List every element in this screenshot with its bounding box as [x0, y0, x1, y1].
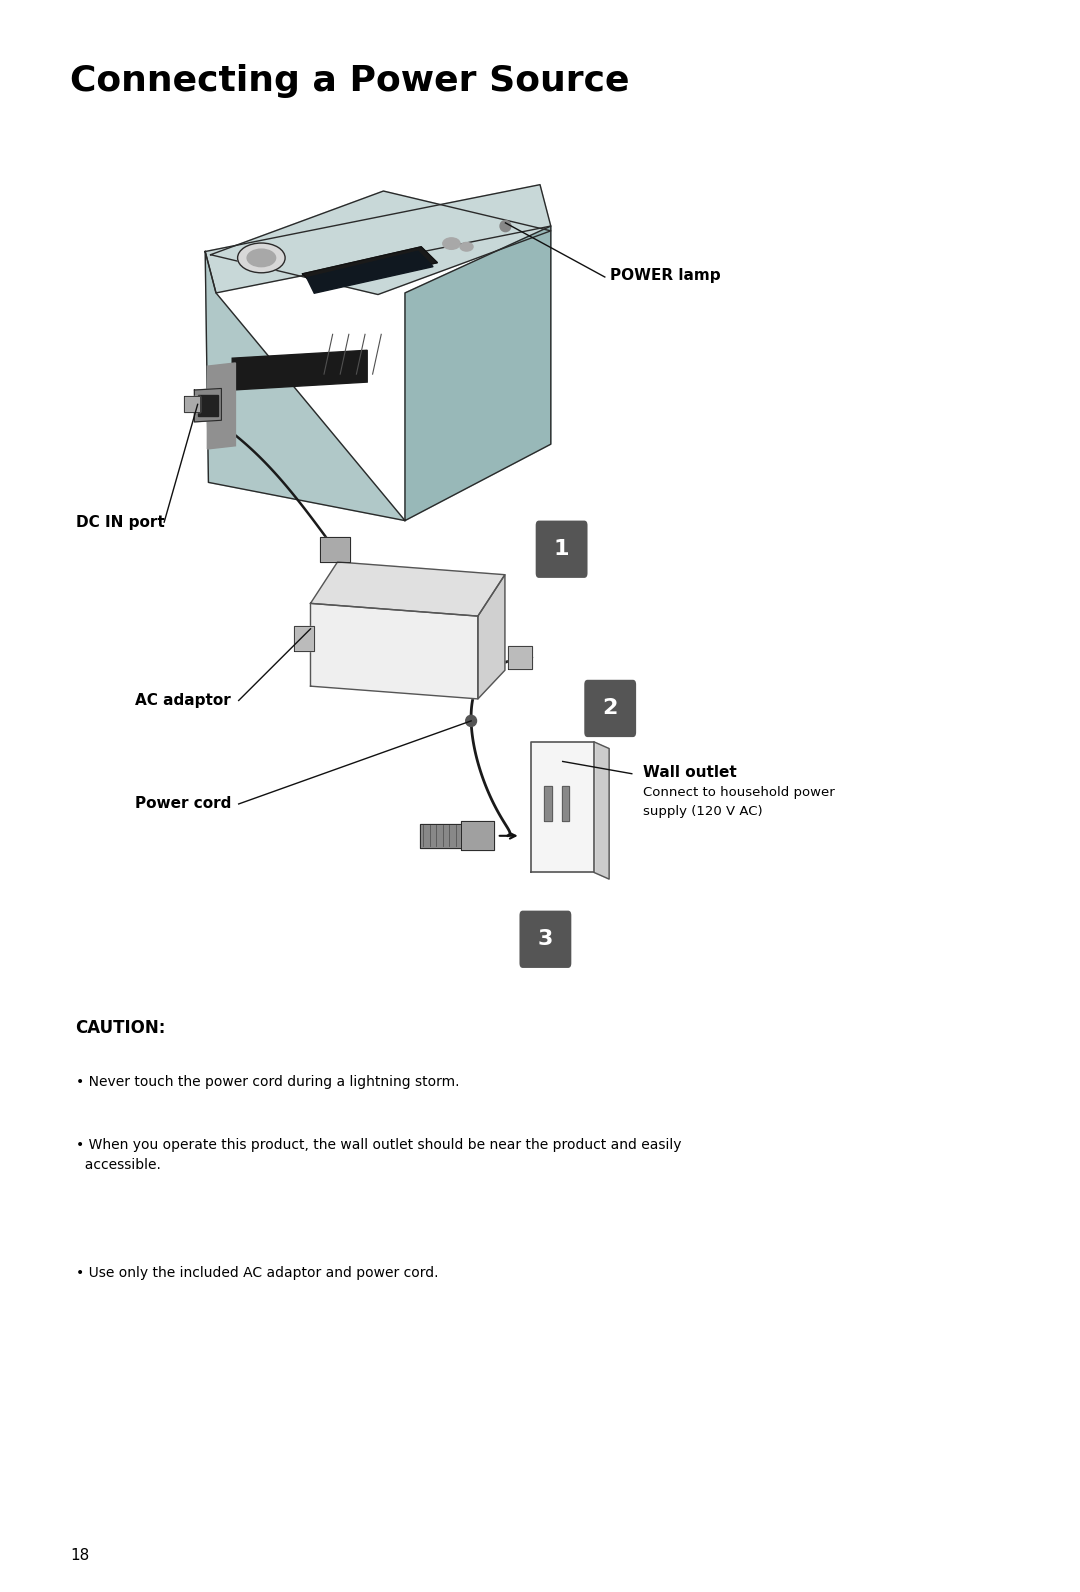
Polygon shape — [198, 395, 218, 416]
Polygon shape — [232, 350, 367, 390]
FancyBboxPatch shape — [536, 521, 588, 578]
Polygon shape — [531, 742, 594, 872]
FancyBboxPatch shape — [584, 680, 636, 737]
Polygon shape — [544, 786, 552, 821]
Text: AC adaptor: AC adaptor — [135, 693, 231, 708]
Polygon shape — [405, 226, 551, 521]
Text: Power cord: Power cord — [135, 796, 231, 812]
Text: • Use only the included AC adaptor and power cord.: • Use only the included AC adaptor and p… — [76, 1266, 438, 1280]
Text: 1: 1 — [554, 540, 569, 559]
Polygon shape — [320, 537, 350, 562]
Ellipse shape — [247, 248, 275, 267]
Polygon shape — [594, 742, 609, 879]
Text: DC IN port: DC IN port — [76, 514, 164, 530]
Ellipse shape — [443, 237, 460, 250]
Text: • Never touch the power cord during a lightning storm.: • Never touch the power cord during a li… — [76, 1075, 459, 1089]
Text: 2: 2 — [603, 699, 618, 718]
Ellipse shape — [500, 221, 511, 231]
Text: 18: 18 — [70, 1549, 90, 1563]
Text: • When you operate this product, the wall outlet should be near the product and : • When you operate this product, the wal… — [76, 1138, 681, 1172]
Polygon shape — [205, 252, 405, 521]
Polygon shape — [194, 388, 221, 422]
Polygon shape — [311, 603, 477, 699]
Text: 3: 3 — [538, 930, 553, 949]
Text: Connecting a Power Source: Connecting a Power Source — [70, 64, 630, 97]
Polygon shape — [311, 562, 505, 616]
Polygon shape — [562, 786, 569, 821]
Polygon shape — [302, 247, 437, 290]
Polygon shape — [307, 252, 433, 293]
Ellipse shape — [460, 242, 473, 252]
Text: Wall outlet: Wall outlet — [643, 766, 737, 780]
Polygon shape — [509, 646, 532, 669]
Text: CAUTION:: CAUTION: — [76, 1019, 166, 1036]
Text: POWER lamp: POWER lamp — [610, 269, 720, 283]
Polygon shape — [211, 191, 551, 295]
FancyBboxPatch shape — [519, 911, 571, 968]
Polygon shape — [461, 821, 494, 850]
Ellipse shape — [465, 715, 476, 726]
Polygon shape — [420, 825, 461, 847]
Polygon shape — [477, 575, 505, 699]
Text: Connect to household power
supply (120 V AC): Connect to household power supply (120 V… — [643, 786, 835, 818]
Polygon shape — [184, 396, 200, 412]
Polygon shape — [294, 626, 313, 651]
Ellipse shape — [238, 244, 285, 272]
Polygon shape — [207, 363, 235, 449]
Polygon shape — [205, 185, 551, 293]
